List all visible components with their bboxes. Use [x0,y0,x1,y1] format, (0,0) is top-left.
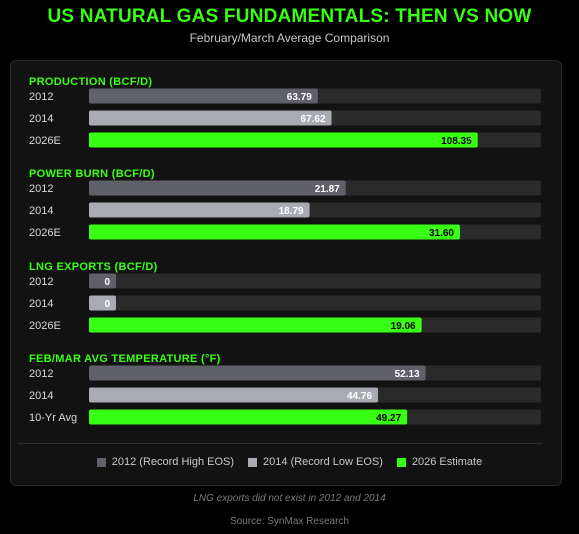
bar [89,317,422,333]
legend-item-2014: 2014 (Record Low EOS) [248,456,383,468]
bar [89,295,116,311]
data-label: 19.06 [391,321,416,332]
data-label: 44.76 [347,391,372,402]
bar [89,110,332,126]
category-label: 10-Yr Avg [29,412,77,424]
category-label: 2012 [29,276,53,288]
data-label: 63.79 [287,92,312,103]
legend-swatch-2014 [248,457,258,467]
category-label: 2012 [29,183,53,195]
section-title-1: POWER BURN (BCF/D) [29,168,155,180]
legend-divider [18,443,542,444]
bar [89,132,478,148]
bar [89,387,379,403]
bar-track [89,295,541,311]
data-label: 0 [104,277,110,288]
data-label: 31.60 [429,228,454,239]
category-label: 2014 [29,113,53,125]
data-label: 108.35 [441,136,472,147]
category-label: 2014 [29,390,53,402]
category-label: 2014 [29,205,53,217]
category-label: 2026E [29,135,61,147]
bar [89,273,116,289]
category-label: 2012 [29,368,53,380]
bar [89,202,310,218]
data-label: 0 [104,299,110,310]
data-label: 67.62 [301,114,326,125]
legend-swatch-2012 [96,457,106,467]
bar-track [89,273,541,289]
legend-item-2026: 2026 Estimate [396,456,483,468]
chart-subtitle: February/March Average Comparison [189,31,390,45]
source-credit: Source: SynMax Research [230,516,349,527]
section-title-0: PRODUCTION (BCF/D) [29,76,152,88]
data-label: 49.27 [376,413,401,424]
section-title-3: FEB/MAR AVG TEMPERATURE (°F) [29,353,221,365]
bar [89,409,408,425]
footnote: LNG exports did not exist in 2012 and 20… [193,493,386,504]
data-label: 52.13 [395,369,420,380]
category-label: 2026E [29,227,61,239]
bar [89,180,346,196]
legend-label-2026: 2026 Estimate [411,456,483,468]
chart-title: US NATURAL GAS FUNDAMENTALS: THEN VS NOW [47,6,532,27]
bar [89,365,426,381]
category-label: 2012 [29,91,53,103]
legend-label-2012: 2012 (Record High EOS) [111,456,235,468]
data-label: 18.79 [279,206,304,217]
section-title-2: LNG EXPORTS (BCF/D) [29,261,158,273]
legend-swatch-2026 [396,457,406,467]
legend-item-2012: 2012 (Record High EOS) [96,456,235,468]
legend: 2012 (Record High EOS) 2014 (Record Low … [0,456,579,468]
category-label: 2014 [29,298,53,310]
bar [89,224,460,240]
category-label: 2026E [29,320,61,332]
bar [89,88,318,104]
data-label: 21.87 [315,184,340,195]
legend-label-2014: 2014 (Record Low EOS) [263,456,383,468]
